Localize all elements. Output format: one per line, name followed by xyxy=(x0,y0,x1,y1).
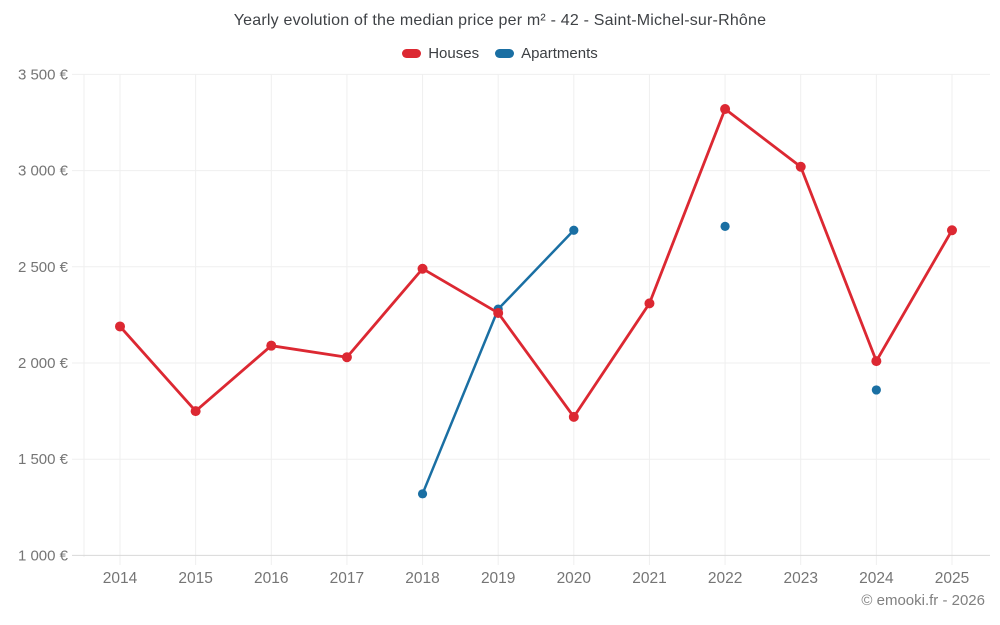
x-tick-label: 2022 xyxy=(708,570,742,587)
y-tick-label: 3 500 € xyxy=(18,66,69,83)
data-point-houses[interactable] xyxy=(266,340,277,351)
x-tick-label: 2021 xyxy=(632,570,666,587)
series-line-houses xyxy=(118,107,954,419)
data-point-houses[interactable] xyxy=(493,307,504,318)
x-tick-label: 2023 xyxy=(783,570,817,587)
x-tick-label: 2025 xyxy=(935,570,969,587)
houses-swatch-icon xyxy=(402,49,422,58)
x-tick-label: 2016 xyxy=(254,570,288,587)
data-point-houses[interactable] xyxy=(568,411,579,422)
data-point-houses[interactable] xyxy=(946,225,957,236)
data-point-houses[interactable] xyxy=(871,356,882,367)
data-point-houses[interactable] xyxy=(341,352,352,363)
chart-title: Yearly evolution of the median price per… xyxy=(233,12,767,29)
apartments-swatch-icon xyxy=(495,49,515,58)
data-point-apartments[interactable] xyxy=(569,225,579,235)
data-point-apartments[interactable] xyxy=(417,489,428,499)
data-point-houses[interactable] xyxy=(720,104,731,115)
y-tick-label: 3 000 € xyxy=(18,163,69,180)
data-point-apartments[interactable] xyxy=(871,385,881,395)
y-tick-label: 1 000 € xyxy=(18,547,69,564)
data-point-houses[interactable] xyxy=(795,161,806,172)
y-tick-label: 2 500 € xyxy=(18,259,69,276)
chart-legend: Houses Apartments xyxy=(0,45,1000,62)
x-tick-label: 2019 xyxy=(481,570,515,587)
x-tick-label: 2020 xyxy=(557,570,592,587)
x-tick-label: 2024 xyxy=(859,570,894,587)
data-point-houses[interactable] xyxy=(115,321,125,332)
legend-label-apartments: Apartments xyxy=(521,45,598,62)
x-tick-label: 2015 xyxy=(178,570,212,587)
data-point-houses[interactable] xyxy=(190,406,201,417)
x-tick-label: 2017 xyxy=(330,570,364,587)
legend-item-houses[interactable]: Houses xyxy=(402,45,479,62)
data-point-houses[interactable] xyxy=(644,298,655,309)
data-point-houses[interactable] xyxy=(417,263,428,274)
legend-item-apartments[interactable]: Apartments xyxy=(495,45,598,62)
x-tick-label: 2014 xyxy=(103,570,138,587)
footer-credit: © emooki.fr - 2026 xyxy=(861,592,985,609)
y-tick-label: 1 500 € xyxy=(18,451,69,468)
x-tick-label: 2018 xyxy=(405,570,439,587)
y-tick-label: 2 000 € xyxy=(18,355,69,372)
data-point-apartments[interactable] xyxy=(720,221,730,231)
legend-label-houses: Houses xyxy=(428,45,480,62)
